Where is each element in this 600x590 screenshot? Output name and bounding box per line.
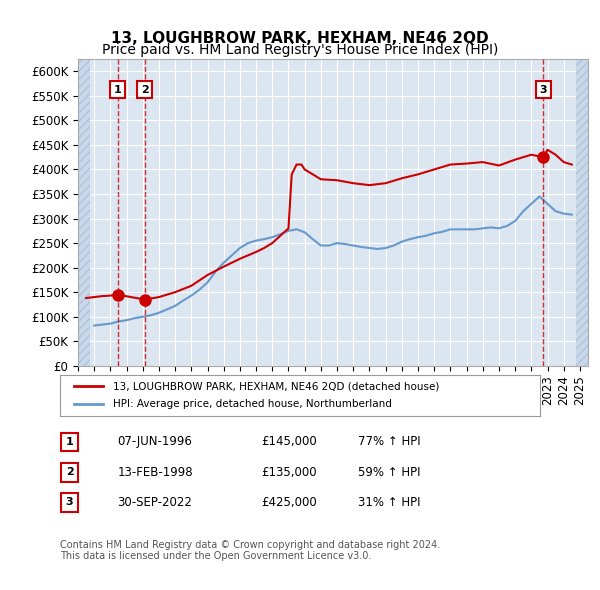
Text: 3: 3: [66, 497, 73, 507]
Bar: [576, 59, 588, 366]
Text: 1: 1: [66, 437, 73, 447]
Text: Price paid vs. HM Land Registry's House Price Index (HPI): Price paid vs. HM Land Registry's House …: [102, 43, 498, 57]
Text: 2: 2: [141, 85, 149, 94]
Text: 30-SEP-2022: 30-SEP-2022: [118, 496, 193, 509]
Text: Contains HM Land Registry data © Crown copyright and database right 2024.
This d: Contains HM Land Registry data © Crown c…: [60, 540, 440, 562]
Text: 77% ↑ HPI: 77% ↑ HPI: [358, 435, 420, 448]
Text: 07-JUN-1996: 07-JUN-1996: [118, 435, 193, 448]
Text: 13, LOUGHBROW PARK, HEXHAM, NE46 2QD: 13, LOUGHBROW PARK, HEXHAM, NE46 2QD: [111, 31, 489, 46]
Bar: [78, 59, 90, 366]
Text: HPI: Average price, detached house, Northumberland: HPI: Average price, detached house, Nort…: [113, 399, 392, 409]
Text: 31% ↑ HPI: 31% ↑ HPI: [358, 496, 420, 509]
Text: 2: 2: [66, 467, 73, 477]
Text: 13-FEB-1998: 13-FEB-1998: [118, 466, 193, 478]
Text: £135,000: £135,000: [262, 466, 317, 478]
Text: 13, LOUGHBROW PARK, HEXHAM, NE46 2QD (detached house): 13, LOUGHBROW PARK, HEXHAM, NE46 2QD (de…: [113, 381, 439, 391]
Text: £145,000: £145,000: [262, 435, 317, 448]
Text: £425,000: £425,000: [262, 496, 317, 509]
Text: 1: 1: [113, 85, 121, 94]
Text: 59% ↑ HPI: 59% ↑ HPI: [358, 466, 420, 478]
Text: 3: 3: [539, 85, 547, 94]
